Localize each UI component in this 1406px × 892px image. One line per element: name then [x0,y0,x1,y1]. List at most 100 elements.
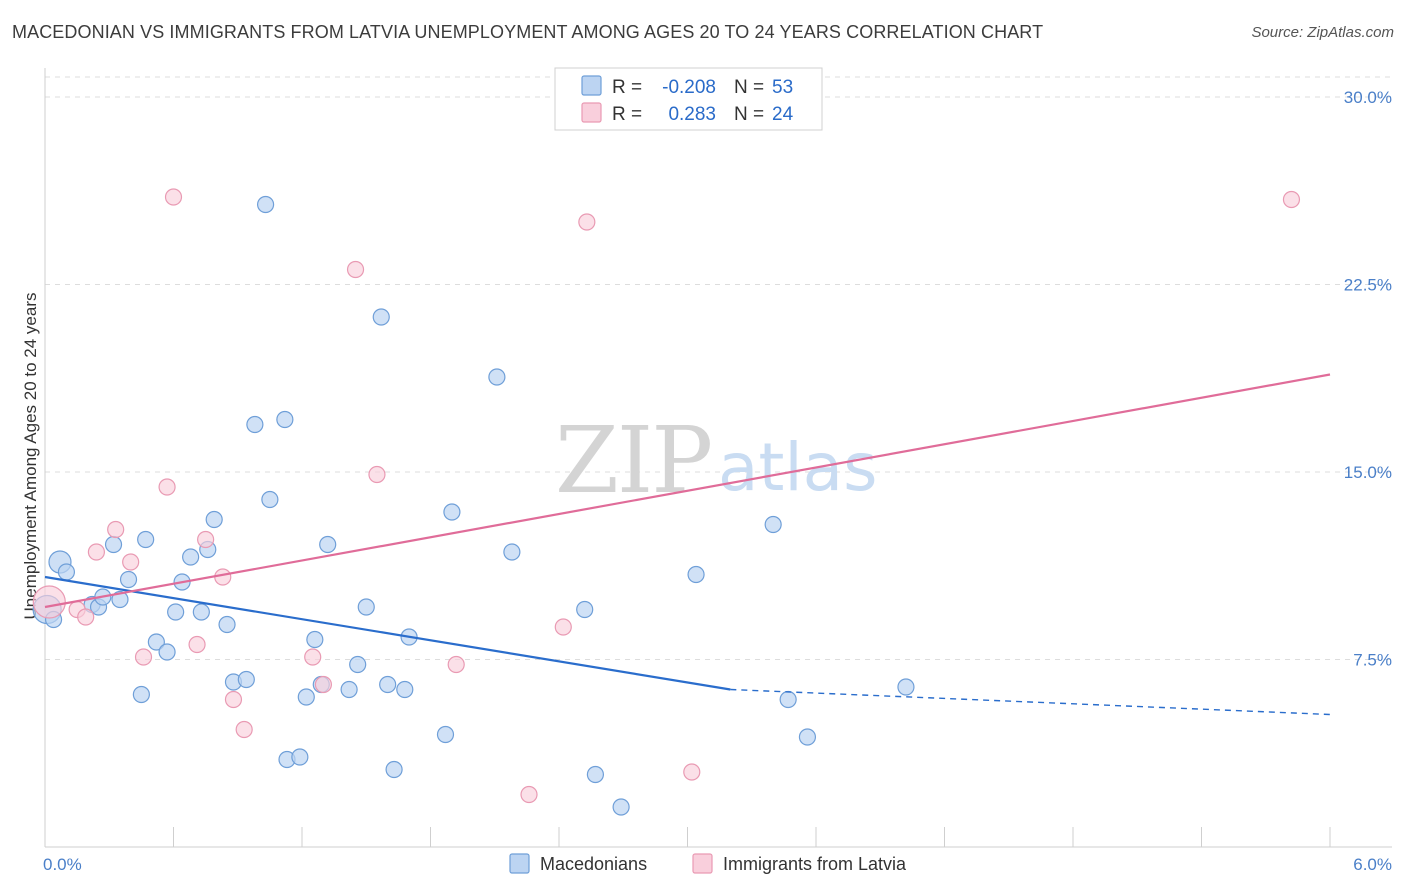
latvia-point [107,520,125,539]
macedonians-point [147,633,165,651]
macedonians-point [340,680,358,699]
bottom-legend-swatch-macedonians [509,853,530,874]
macedonians-point [396,680,414,699]
macedonians-point [503,543,521,561]
chart-title: MACEDONIAN VS IMMIGRANTS FROM LATVIA UNE… [12,22,1044,42]
macedonians-point [357,598,375,616]
macedonians-point [218,615,236,634]
watermark-atlas: atlas [718,429,878,506]
y-tick-label: 7.5% [1353,651,1392,670]
macedonians-trend-extension [730,688,1331,716]
x-tick-label-max: 6.0% [1353,855,1392,874]
legend-n-value-2: 24 [772,104,794,125]
legend-swatch-latvia [581,102,602,123]
source-label: Source: ZipAtlas.com [1251,24,1394,41]
macedonians-point [132,685,150,704]
latvia-point [197,530,215,549]
bottom-legend-label-latvia: Immigrants from Latvia [723,854,907,874]
latvia-point [235,720,253,739]
correlation-legend: R = -0.208 N = 53 R = 0.283 N = 24 [554,67,823,131]
x-tick-labels: 0.0% 6.0% [43,855,1392,874]
macedonians-point [111,590,129,609]
latvia-point [1282,190,1301,209]
macedonians-point [104,535,123,554]
macedonians-point [385,760,403,779]
macedonians-point [291,748,309,766]
latvia-point [520,785,538,804]
macedonians-point [764,515,782,534]
trend-lines [44,373,1331,716]
macedonians-point [158,643,176,661]
macedonians-point [436,725,455,744]
macedonians-point [205,510,223,529]
legend-swatch-macedonians [581,75,602,96]
macedonians-point [798,728,817,746]
macedonians-point [182,548,200,566]
latvia-point [554,618,572,636]
macedonians-point [237,670,255,689]
bottom-legend-label-macedonians: Macedonians [540,854,647,874]
axes [44,68,1392,848]
macedonians-point [137,530,155,549]
macedonians-point [687,565,705,584]
macedonians-point [443,503,461,521]
macedonians-point [779,690,797,709]
macedonians-point [576,600,594,619]
macedonians-point [319,535,337,554]
macedonians-point [261,490,279,509]
macedonians-point [586,765,605,784]
macedonians-point [246,415,264,434]
y-tick-label: 30.0% [1344,88,1392,107]
legend-n-label-1: N = [734,77,764,98]
latvia-point [304,648,322,666]
macedonians-point [57,563,76,581]
latvia-point [578,213,596,231]
legend-r-value-1: -0.208 [662,77,716,98]
legend-n-value-1: 53 [772,77,793,98]
y-tick-label: 15.0% [1344,463,1392,482]
legend-r-value-2: 0.283 [668,104,716,125]
latvia-point [158,478,176,496]
latvia-point [368,465,386,484]
macedonians-point [897,678,915,696]
macedonians-point [349,655,367,674]
macedonians-trend-line [44,575,731,691]
latvia-trend-line [44,373,1331,609]
macedonians-point [372,308,390,326]
latvia-point [32,585,66,619]
macedonians-point [276,410,294,429]
latvia-point [314,675,333,694]
macedonians-point [612,798,630,816]
y-tick-label: 22.5% [1344,276,1392,295]
x-tick-label-min: 0.0% [43,855,82,874]
latvia-point [122,553,140,571]
latvia-point [346,260,365,279]
macedonians-point [256,195,275,214]
macedonians-point [297,688,315,706]
latvia-point [134,648,153,666]
grid-lines [45,76,1392,660]
latvia-point [188,635,206,654]
y-axis-title: Unemployment Among Ages 20 to 24 years [21,293,40,620]
latvia-point [77,608,95,626]
legend-r-label-2: R = [612,104,642,125]
watermark-zip: ZIP [555,407,711,514]
latvia-point [683,763,701,781]
y-tick-labels: 7.5% 15.0% 22.5% 30.0% [1344,88,1392,670]
macedonians-point [192,603,210,621]
series-legend: Macedonians Immigrants from Latvia [509,853,907,874]
macedonians-point [306,630,324,649]
latvia-point [224,690,243,709]
macedonians-point [167,603,185,621]
watermark: ZIP atlas [555,407,878,514]
macedonians-point [488,368,506,386]
latvia-point [214,568,232,586]
latvia-point [87,543,106,561]
latvia-point [447,655,465,674]
legend-r-label-1: R = [612,77,642,98]
macedonians-point [119,570,138,589]
bottom-legend-swatch-latvia [692,853,713,874]
macedonians-point [379,675,397,694]
legend-n-label-2: N = [734,104,764,125]
